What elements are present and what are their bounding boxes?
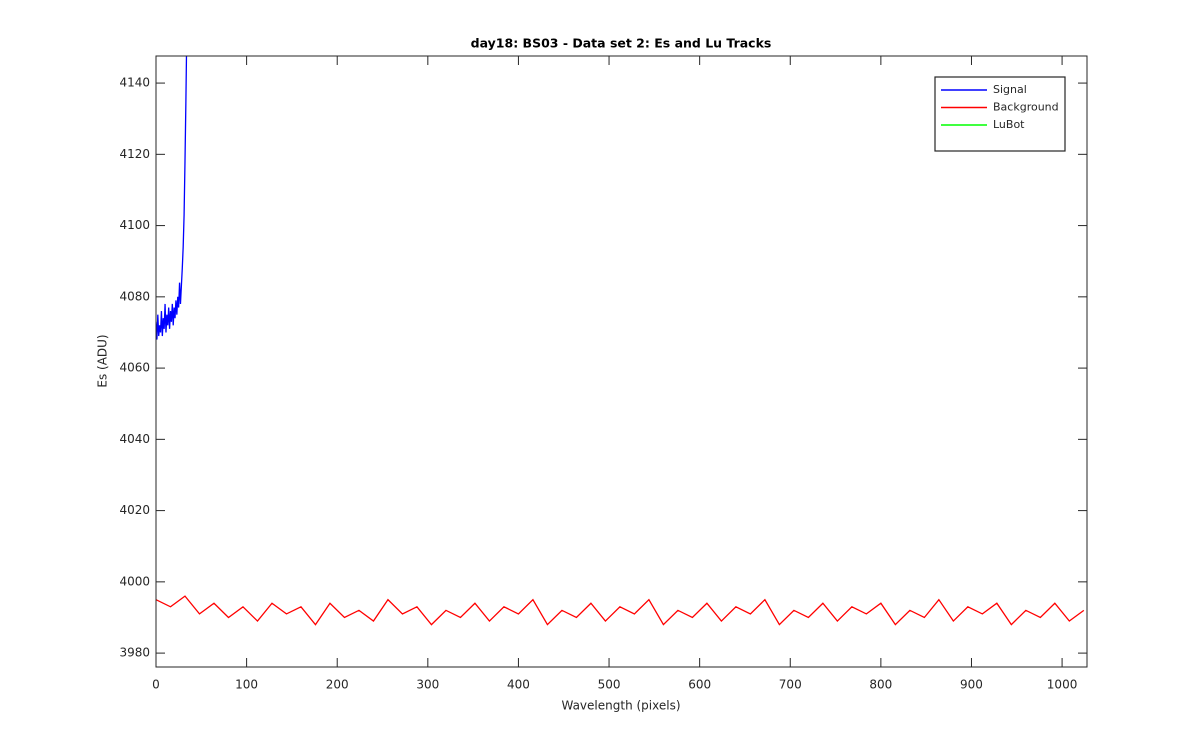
x-tick-label: 800	[869, 678, 892, 692]
y-tick-label: 4060	[119, 361, 150, 375]
y-tick-label: 4100	[119, 218, 150, 232]
legend: Signal Background LuBot	[934, 76, 1066, 152]
y-tick-label: 4120	[119, 147, 150, 161]
y-tick-label: 4040	[119, 432, 150, 446]
y-tick-label: 4000	[119, 574, 150, 588]
x-tick-label: 1000	[1047, 678, 1078, 692]
y-axis-label: Es (ADU)	[96, 334, 110, 387]
y-tick-label: 4020	[119, 503, 150, 517]
y-tick-label: 4080	[119, 289, 150, 303]
legend-label: Background	[993, 101, 1059, 114]
legend-label: LuBot	[993, 118, 1025, 131]
axes-box	[155, 55, 1088, 668]
y-tick-label: 3980	[119, 646, 150, 660]
x-tick-label: 400	[507, 678, 530, 692]
x-tick-label: 500	[598, 678, 621, 692]
data-line	[156, 56, 188, 340]
x-tick-label: 0	[152, 678, 160, 692]
x-axis-label: Wavelength (pixels)	[561, 699, 680, 713]
x-tick-label: 700	[779, 678, 802, 692]
x-tick-label: 100	[235, 678, 258, 692]
y-tick-label: 4140	[119, 76, 150, 90]
legend-label: Signal	[993, 83, 1027, 96]
data-line	[156, 595, 1085, 626]
x-tick-label: 600	[688, 678, 711, 692]
x-tick-label: 300	[416, 678, 439, 692]
x-tick-label: 200	[326, 678, 349, 692]
chart-title: day18: BS03 - Data set 2: Es and Lu Trac…	[471, 36, 772, 51]
x-tick-label: 900	[960, 678, 983, 692]
plot-area	[156, 56, 1085, 626]
